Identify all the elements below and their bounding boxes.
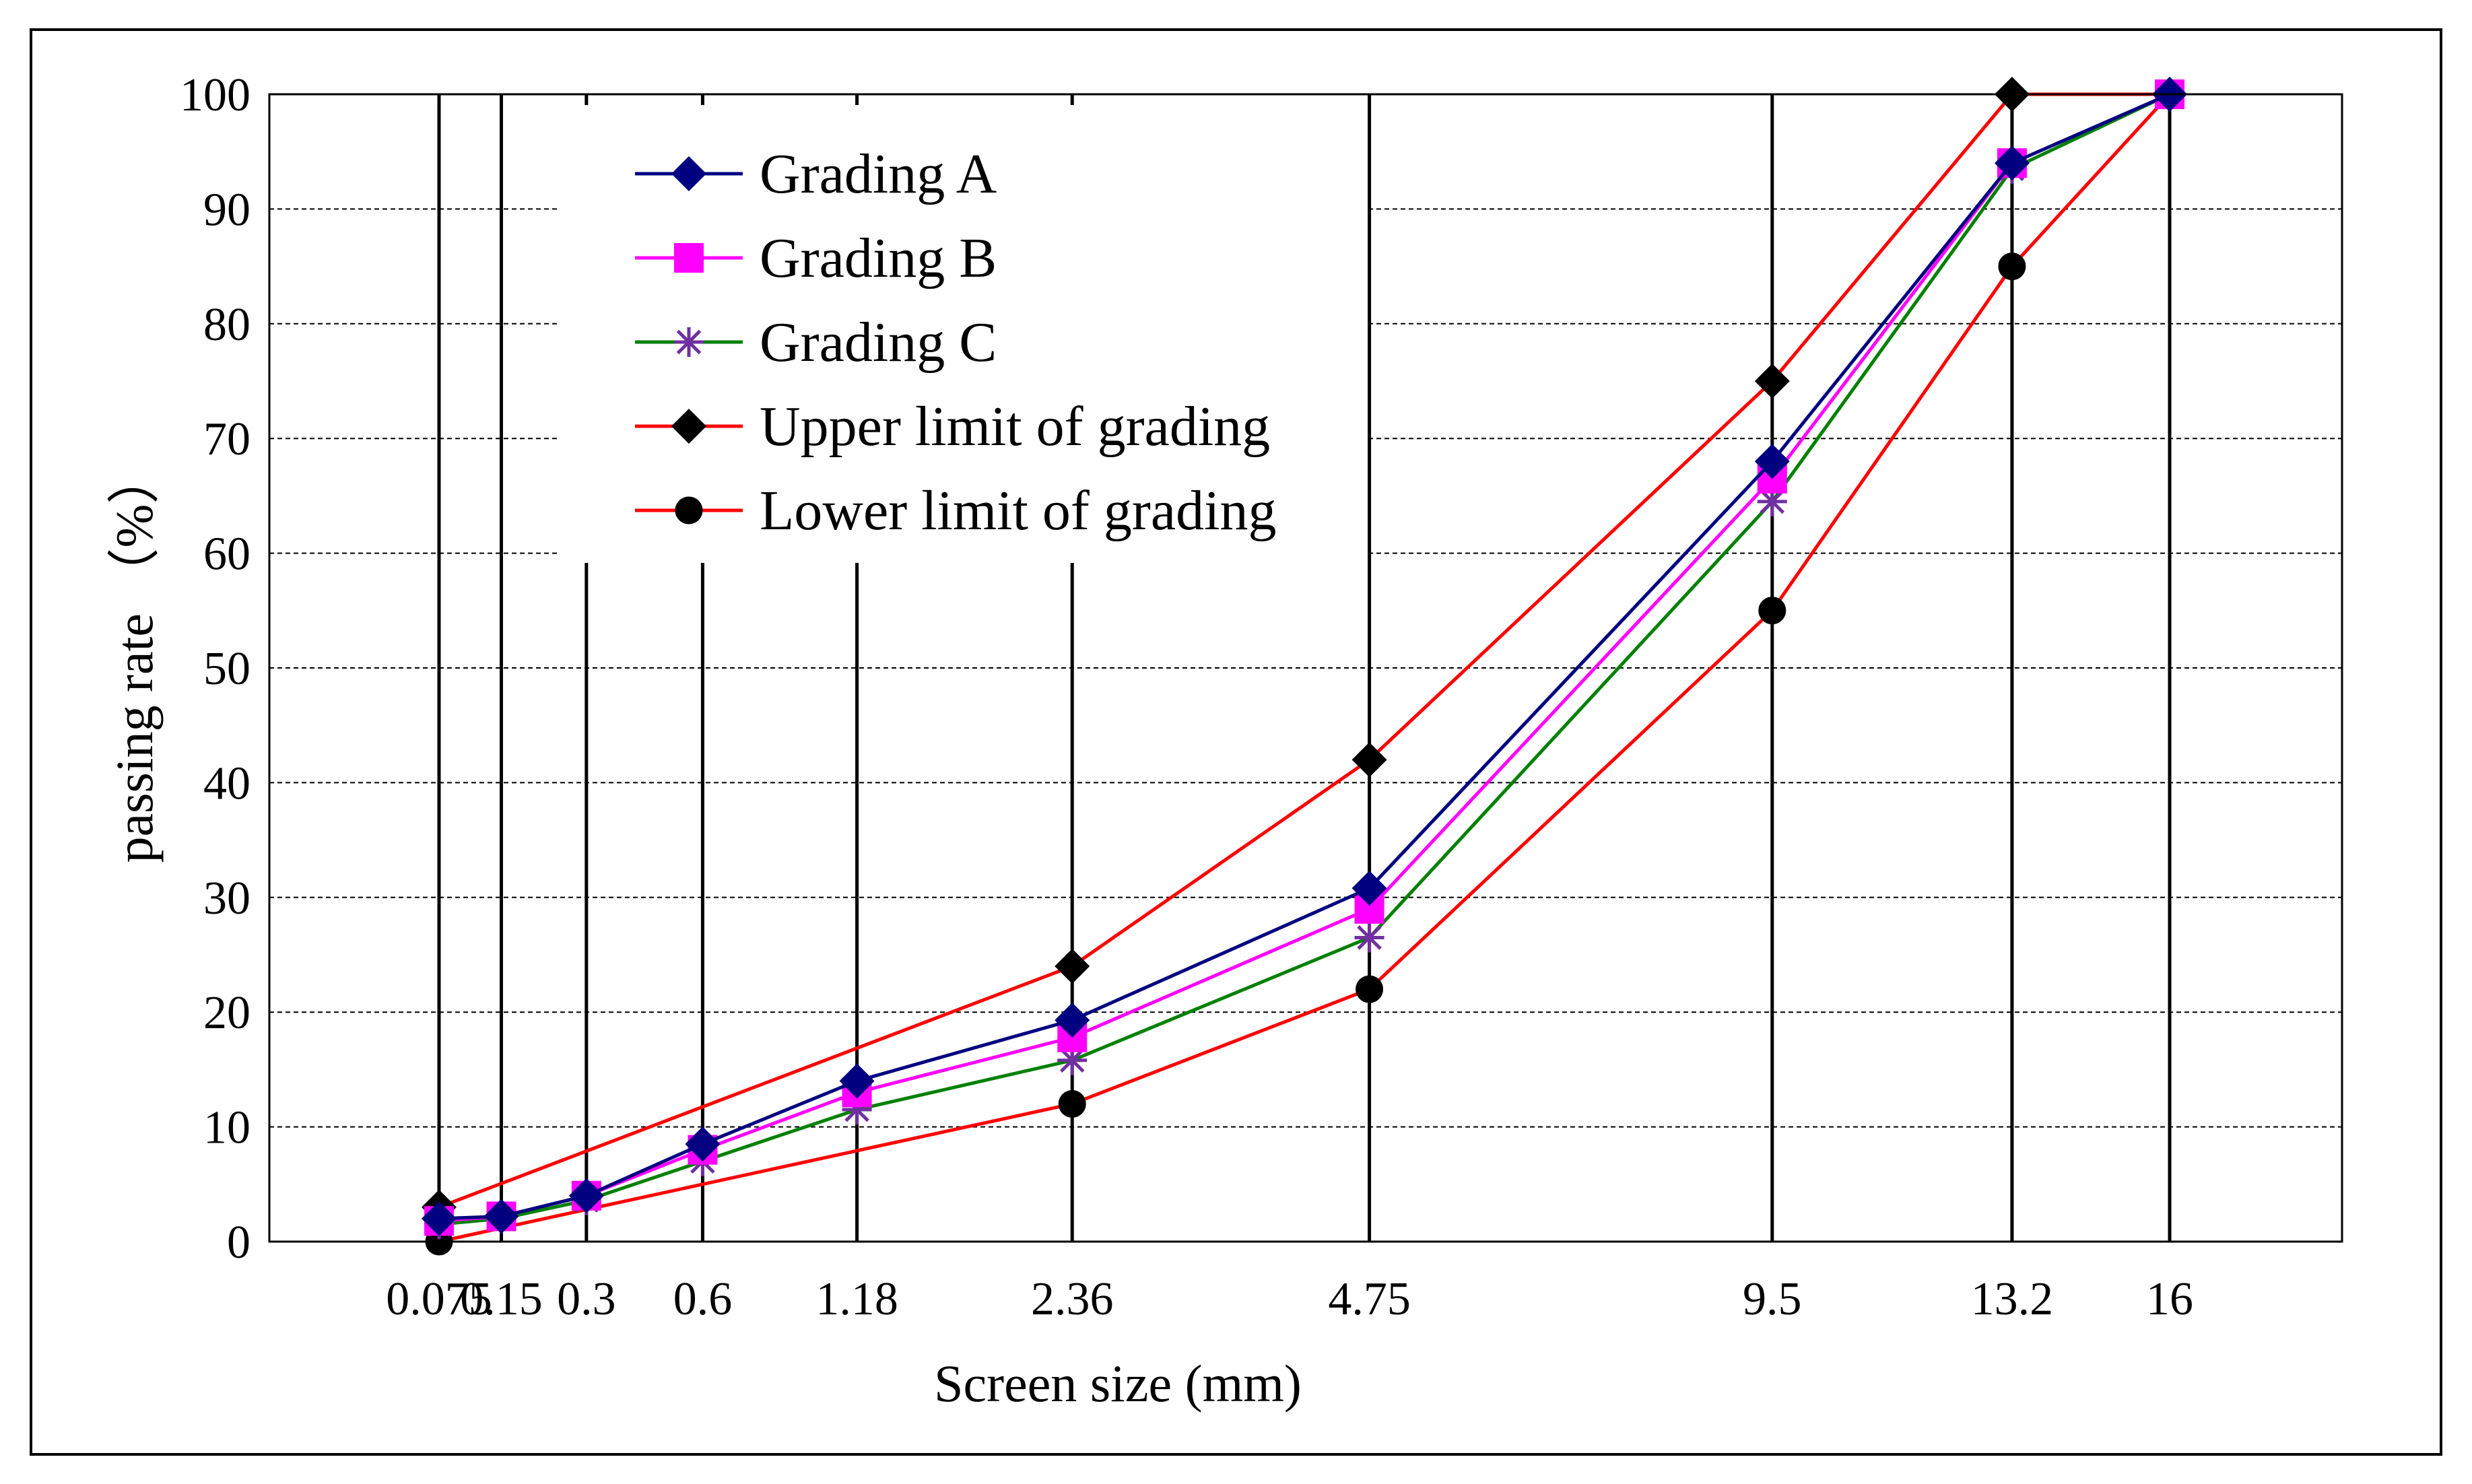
legend-label-lower-limit-of-grading: Lower limit of grading bbox=[760, 479, 1276, 542]
legend-marker-grading-a bbox=[671, 156, 706, 191]
point-grading-a-2.36 bbox=[1055, 1003, 1090, 1038]
point-grading-a-1.18 bbox=[839, 1063, 875, 1099]
point-grading-a-4.75 bbox=[1351, 871, 1387, 906]
legend-label-grading-c: Grading C bbox=[760, 311, 997, 374]
point-upper-limit-of-grading-2.36 bbox=[1055, 949, 1090, 984]
x-tick-label-9.5: 9.5 bbox=[1743, 1273, 1802, 1325]
y-tick-label-90: 90 bbox=[203, 184, 250, 236]
x-tick-label-0.6: 0.6 bbox=[673, 1273, 733, 1325]
point-upper-limit-of-grading-9.5 bbox=[1754, 364, 1790, 399]
y-tick-label-80: 80 bbox=[203, 299, 250, 351]
x-tick-label-16: 16 bbox=[2146, 1273, 2193, 1325]
y-tick-label-0: 0 bbox=[227, 1217, 250, 1269]
x-tick-label-0.15: 0.15 bbox=[460, 1273, 543, 1325]
y-tick-label-40: 40 bbox=[203, 757, 250, 809]
x-tick-label-13.2: 13.2 bbox=[1971, 1273, 2054, 1325]
point-lower-limit-of-grading-9.5 bbox=[1758, 597, 1786, 625]
legend-marker-grading-b bbox=[674, 243, 704, 273]
series-line-lower-limit-of-grading bbox=[438, 93, 2171, 1244]
y-tick-label-70: 70 bbox=[203, 413, 250, 465]
point-lower-limit-of-grading-4.75 bbox=[1356, 975, 1384, 1003]
y-axis-title: passing rate （%） bbox=[105, 452, 164, 863]
legend-marker-grading-c bbox=[674, 327, 704, 357]
series-line-grading-c bbox=[438, 92, 2171, 1226]
y-tick-label-20: 20 bbox=[203, 987, 250, 1039]
chart-frame: 0 10 20 30 40 50 60 70 80 90 100 0.075 0.15 0.3 0.6 1.1… bbox=[30, 28, 2442, 1456]
y-tick-label-60: 60 bbox=[203, 529, 250, 580]
point-lower-limit-of-grading-2.36 bbox=[1058, 1090, 1086, 1118]
x-tick-label-2.36: 2.36 bbox=[1031, 1273, 1114, 1325]
y-tick-label-100: 100 bbox=[180, 69, 250, 121]
point-grading-c-2.36 bbox=[1057, 1045, 1088, 1075]
legend-label-grading-b: Grading B bbox=[760, 227, 997, 290]
y-tick-label-50: 50 bbox=[203, 643, 250, 695]
point-grading-a-0.15 bbox=[483, 1199, 519, 1234]
legend-marker-upper-limit-of-grading bbox=[671, 409, 706, 444]
y-tick-label-30: 30 bbox=[203, 873, 250, 924]
legend-label-upper-limit-of-grading: Upper limit of grading bbox=[760, 395, 1270, 458]
x-tick-label-0.075: 0.075 bbox=[386, 1273, 492, 1325]
point-grading-c-4.75 bbox=[1354, 922, 1384, 953]
legend-marker-lower-limit-of-grading bbox=[675, 496, 703, 525]
point-upper-limit-of-grading-4.75 bbox=[1351, 742, 1387, 778]
y-tick-label-10: 10 bbox=[203, 1102, 250, 1154]
series-line-grading-a bbox=[438, 92, 2171, 1221]
legend-label-grading-a: Grading A bbox=[760, 143, 997, 205]
point-grading-a-0.3 bbox=[568, 1178, 604, 1213]
point-grading-a-0.6 bbox=[685, 1126, 721, 1162]
x-tick-label-4.75: 4.75 bbox=[1328, 1273, 1411, 1325]
x-tick-label-1.18: 1.18 bbox=[815, 1273, 898, 1325]
point-grading-a-9.5 bbox=[1754, 444, 1790, 479]
point-grading-a-13.2 bbox=[1994, 145, 2030, 181]
point-grading-a-0.075 bbox=[422, 1201, 457, 1236]
plot-area-border bbox=[268, 93, 2343, 1243]
point-lower-limit-of-grading-13.2 bbox=[1998, 252, 2026, 281]
x-tick-label-0.3: 0.3 bbox=[557, 1273, 616, 1325]
x-axis-title: Screen size (mm) bbox=[934, 1354, 1302, 1413]
